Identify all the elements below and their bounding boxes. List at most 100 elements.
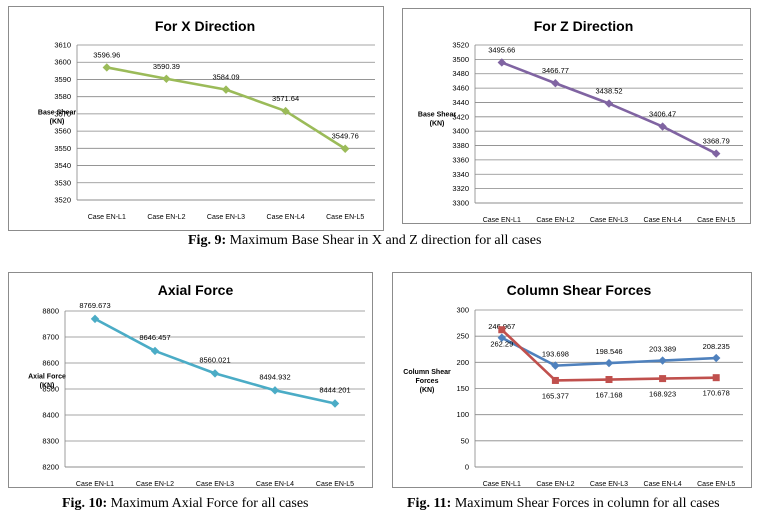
chart-title: Axial Force <box>158 282 234 298</box>
data-label: 208.235 <box>703 342 730 351</box>
data-label: 8646.457 <box>139 333 170 342</box>
data-point <box>712 353 721 363</box>
chart-panel-z-direction: For Z Direction 3300 3320 3340 3360 3380 3400 3… <box>402 8 751 224</box>
x-tick-label: Case EN-L1 <box>76 481 114 488</box>
y-axis-label: Base Shear <box>418 112 456 119</box>
chart-title: Column Shear Forces <box>507 282 652 298</box>
y-tick-label: 3360 <box>452 155 469 164</box>
chart-title: For Z Direction <box>534 18 634 34</box>
y-tick-label: 8200 <box>42 463 59 472</box>
x-tick-label: Case EN-L2 <box>136 481 174 488</box>
y-axis-label: Column Shear <box>403 369 451 376</box>
data-label: 3438.52 <box>595 87 622 96</box>
data-label: 198.546 <box>595 347 622 356</box>
chart-panel-axial-force: Axial Force 8200 8300 8400 8500 8600 8700 8800 C… <box>8 272 373 488</box>
data-point <box>270 386 280 395</box>
data-label: 170.678 <box>703 389 730 398</box>
y-tick-label: 3550 <box>54 144 71 153</box>
y-tick-label: 3480 <box>452 69 469 78</box>
data-label: 193.698 <box>542 350 569 359</box>
x-tick-label: Case EN-L5 <box>697 217 735 224</box>
data-label: 3584.09 <box>212 73 239 82</box>
x-tick-label: Case EN-L3 <box>196 481 234 488</box>
data-point <box>162 74 171 83</box>
chart-panel-column-shear: Column Shear Forces 0 50 100 150 200 250 300 Cas… <box>392 272 752 488</box>
y-axis-label: (KN) <box>50 119 65 126</box>
caption-fig-9: Fig. 9: Maximum Base Shear in X and Z di… <box>188 233 541 249</box>
series-line <box>501 61 717 155</box>
y-tick-label: 3460 <box>452 84 469 93</box>
y-axis-label: (KN) <box>420 387 435 394</box>
data-label: 3495.66 <box>488 45 515 54</box>
data-point <box>102 63 111 72</box>
y-tick-label: 3570 <box>54 109 71 118</box>
x-tick-label: Case EN-L3 <box>207 214 245 221</box>
y-axis-label: Base Shear <box>38 110 76 117</box>
data-label: 8444.201 <box>319 386 350 395</box>
y-axis-label: (KN) <box>430 121 445 128</box>
data-label: 167.168 <box>595 391 622 400</box>
data-point <box>659 375 667 383</box>
y-tick-label: 0 <box>465 463 469 472</box>
y-tick-label: 3400 <box>452 127 469 136</box>
y-tick-label: 3610 <box>54 41 71 50</box>
data-label: 3596.96 <box>93 50 120 59</box>
y-tick-label: 150 <box>456 384 469 393</box>
data-point <box>604 99 614 108</box>
data-point <box>658 122 667 131</box>
data-point <box>551 79 560 88</box>
y-tick-label: 3600 <box>54 58 71 67</box>
x-tick-label: Case EN-L4 <box>267 214 305 221</box>
x-tick-label: Case EN-L4 <box>644 481 682 488</box>
data-label: 168.923 <box>649 390 676 399</box>
caption-fig-11-text: Maximum Shear Forces in column for all c… <box>451 496 720 511</box>
data-point <box>281 106 290 116</box>
y-tick-label: 3520 <box>452 41 469 50</box>
y-tick-label: 8500 <box>42 385 59 394</box>
data-label: 3466.77 <box>542 66 569 75</box>
caption-fig-10-text: Maximum Axial Force for all cases <box>107 496 309 511</box>
data-label: 3368.79 <box>703 137 730 146</box>
data-label: 203.389 <box>649 345 676 354</box>
data-point <box>658 356 667 365</box>
x-tick-label: Case EN-L2 <box>536 217 574 224</box>
x-tick-label: Case EN-L5 <box>326 214 364 221</box>
y-tick-label: 3580 <box>54 92 71 101</box>
y-tick-label: 8800 <box>42 307 59 316</box>
data-label: 3406.47 <box>649 110 676 119</box>
x-tick-label: Case EN-L1 <box>88 214 126 221</box>
chart-panel-x-direction: For X Direction 3520 3530 3540 3550 3560 3570 3… <box>8 6 384 231</box>
y-tick-label: 3420 <box>452 112 469 121</box>
y-tick-label: 3520 <box>54 196 71 205</box>
y-tick-label: 300 <box>456 306 469 315</box>
x-tick-label: Case EN-L3 <box>590 217 628 224</box>
data-point <box>605 376 613 384</box>
y-tick-label: 8600 <box>42 359 59 368</box>
data-point <box>341 144 350 153</box>
data-point <box>497 58 506 67</box>
caption-fig-9-label: Fig. 9: <box>188 233 227 248</box>
chart-axial-force: Axial Force 8200 8300 8400 8500 8600 8700 8800 C… <box>28 282 365 488</box>
data-point <box>551 376 559 384</box>
chart-title: For X Direction <box>155 18 255 34</box>
x-tick-label: Case EN-L1 <box>483 217 521 224</box>
y-tick-label: 3340 <box>452 170 469 179</box>
caption-fig-11-label: Fig. 11: <box>407 496 452 511</box>
data-label: 262.29 <box>490 340 513 349</box>
y-tick-label: 3440 <box>452 98 469 107</box>
y-tick-label: 3560 <box>54 127 71 136</box>
data-label: 165.377 <box>542 391 569 400</box>
chart-z-direction: For Z Direction 3300 3320 3340 3360 3380 3400 3… <box>418 18 743 224</box>
data-point <box>712 374 720 382</box>
y-tick-label: 3300 <box>452 199 469 208</box>
data-label: 8494.932 <box>259 372 290 381</box>
y-tick-label: 8300 <box>42 437 59 446</box>
y-tick-label: 3540 <box>54 161 71 170</box>
x-tick-label: Case EN-L2 <box>536 481 574 488</box>
y-tick-label: 200 <box>456 358 469 367</box>
y-tick-label: 3590 <box>54 75 71 84</box>
caption-fig-9-text: Maximum Base Shear in X and Z direction … <box>226 233 542 248</box>
data-label: 8560.021 <box>199 355 230 364</box>
data-label: 3590.39 <box>153 62 180 71</box>
x-tick-label: Case EN-L4 <box>644 217 682 224</box>
